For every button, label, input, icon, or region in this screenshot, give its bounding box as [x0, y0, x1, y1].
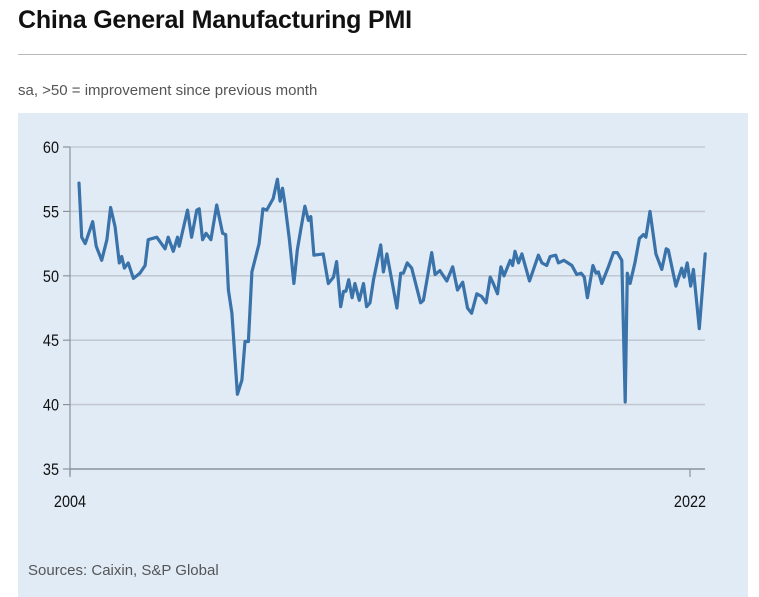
x-tick-labels: 2004 2022 — [54, 493, 706, 511]
x-tick-label: 2022 — [674, 493, 706, 511]
pmi-series-line — [77, 177, 707, 404]
chart-subtitle: sa, >50 = improvement since previous mon… — [18, 82, 318, 99]
chart-title: China General Manufacturing PMI — [18, 6, 412, 34]
y-tick-label: 50 — [43, 268, 59, 286]
y-tick-label: 35 — [43, 461, 59, 479]
y-tick-label: 60 — [43, 139, 59, 157]
axes — [63, 146, 705, 477]
y-tick-label: 55 — [43, 203, 59, 221]
x-tick-label: 2004 — [54, 493, 86, 511]
y-tick-label: 40 — [43, 397, 59, 415]
title-divider — [18, 54, 747, 55]
source-note: Sources: Caixin, S&P Global — [28, 562, 219, 579]
y-tick-labels: 35 40 45 50 55 60 — [43, 139, 59, 479]
gridlines — [70, 146, 705, 406]
y-tick-label: 45 — [43, 332, 59, 350]
